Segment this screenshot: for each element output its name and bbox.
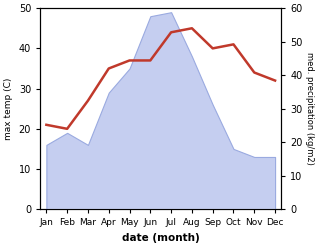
X-axis label: date (month): date (month) (122, 233, 200, 243)
Y-axis label: med. precipitation (kg/m2): med. precipitation (kg/m2) (305, 52, 314, 165)
Y-axis label: max temp (C): max temp (C) (4, 78, 13, 140)
